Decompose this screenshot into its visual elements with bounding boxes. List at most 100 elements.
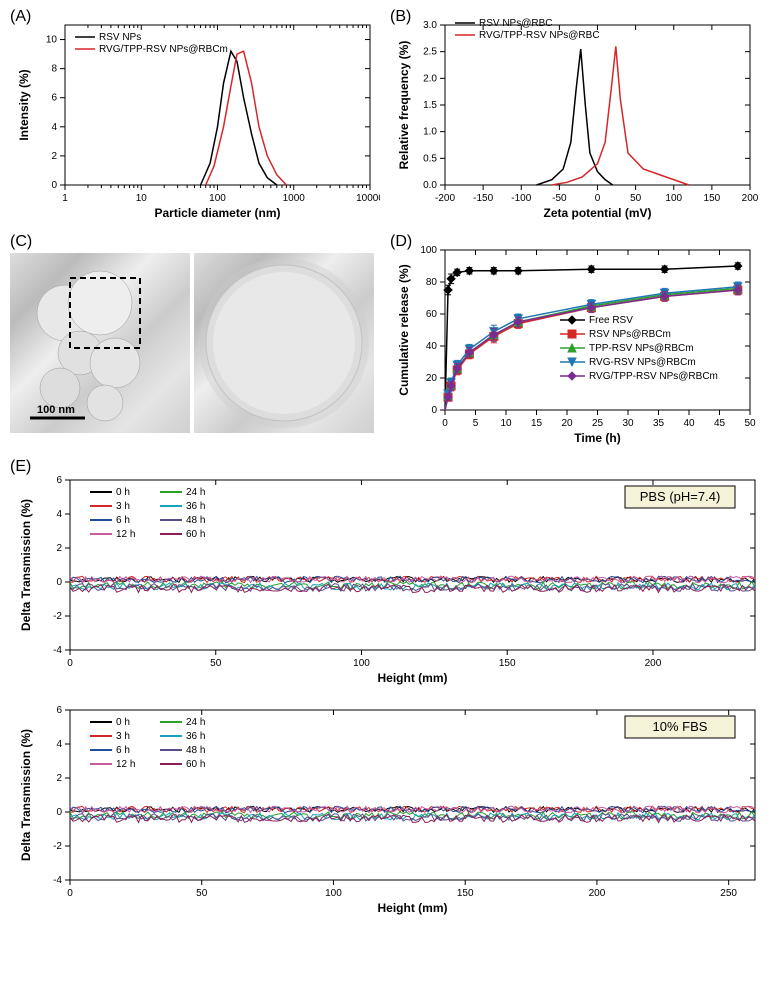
panel-c: (C) 100 nm [10,235,380,445]
svg-text:48 h: 48 h [186,515,205,526]
svg-text:0: 0 [56,807,62,818]
svg-text:1.0: 1.0 [423,127,437,138]
svg-text:10: 10 [46,35,58,46]
svg-text:1: 1 [62,193,68,204]
panel-d: (D) 05101520253035404550020406080100Time… [390,235,760,445]
tem-image-zoom [194,253,374,433]
svg-text:3 h: 3 h [116,731,130,742]
svg-text:50: 50 [196,888,208,899]
svg-text:Height (mm): Height (mm) [378,671,448,685]
svg-text:PBS (pH=7.4): PBS (pH=7.4) [640,489,721,504]
svg-text:25: 25 [592,418,604,429]
panel-a: (A) 1101001000100000246810Particle diame… [10,10,380,220]
svg-text:50: 50 [210,658,222,669]
svg-text:RVG/TPP-RSV NPs@RBCm: RVG/TPP-RSV NPs@RBCm [99,44,228,55]
panel-b: (B) -200-150-100-500501001502000.00.51.0… [390,10,760,220]
svg-text:Intensity (%): Intensity (%) [17,69,31,140]
svg-text:150: 150 [704,193,721,204]
panel-d-label: (D) [390,233,412,251]
svg-text:0.0: 0.0 [423,180,437,191]
svg-text:12 h: 12 h [116,529,135,540]
svg-text:8: 8 [51,64,57,75]
svg-text:1000: 1000 [283,193,306,204]
svg-text:100: 100 [420,245,437,256]
chart-b: -200-150-100-500501001502000.00.51.01.52… [390,10,760,220]
svg-text:10: 10 [136,193,148,204]
svg-text:Delta Transmission (%): Delta Transmission (%) [19,499,33,631]
svg-text:2: 2 [51,151,57,162]
svg-text:6 h: 6 h [116,745,130,756]
svg-text:Height (mm): Height (mm) [378,901,448,915]
svg-text:RSV NPs@RBCm: RSV NPs@RBCm [589,329,671,340]
svg-text:RSV NPs: RSV NPs [99,32,141,43]
svg-text:3.0: 3.0 [423,20,437,31]
svg-text:Particle diameter (nm): Particle diameter (nm) [154,206,280,220]
svg-text:2.0: 2.0 [423,73,437,84]
svg-text:5: 5 [473,418,479,429]
svg-text:150: 150 [457,888,474,899]
panel-b-label: (B) [390,8,411,26]
svg-text:200: 200 [589,888,606,899]
svg-text:6: 6 [51,93,57,104]
chart-e1: 050100150200-4-20246Height (mm)Delta Tra… [10,460,765,690]
svg-text:200: 200 [645,658,662,669]
svg-text:3 h: 3 h [116,501,130,512]
chart-a: 1101001000100000246810Particle diameter … [10,10,380,220]
svg-text:6 h: 6 h [116,515,130,526]
svg-text:36 h: 36 h [186,731,205,742]
svg-text:60: 60 [426,309,438,320]
svg-text:-100: -100 [511,193,531,204]
svg-text:150: 150 [499,658,516,669]
svg-text:60 h: 60 h [186,759,205,770]
svg-text:-50: -50 [552,193,567,204]
svg-text:TPP-RSV NPs@RBCm: TPP-RSV NPs@RBCm [589,343,694,354]
svg-text:0 h: 0 h [116,717,130,728]
panel-a-label: (A) [10,8,31,26]
svg-text:60 h: 60 h [186,529,205,540]
chart-e2: 050100150200250-4-20246Height (mm)Delta … [10,690,765,920]
svg-text:RSV NPs@RBC: RSV NPs@RBC [479,18,553,29]
svg-text:100: 100 [353,658,370,669]
svg-text:36 h: 36 h [186,501,205,512]
svg-text:0: 0 [67,888,73,899]
svg-text:Time (h): Time (h) [574,431,620,445]
svg-text:45: 45 [714,418,726,429]
svg-text:-2: -2 [53,841,62,852]
svg-text:2: 2 [56,543,62,554]
row-2: (C) 100 nm [10,235,769,445]
svg-text:100: 100 [665,193,682,204]
svg-text:40: 40 [683,418,695,429]
svg-text:4: 4 [56,509,62,520]
svg-text:2.5: 2.5 [423,47,437,58]
svg-text:0: 0 [595,193,601,204]
svg-text:100: 100 [209,193,226,204]
svg-text:-2: -2 [53,611,62,622]
svg-text:Free RSV: Free RSV [589,315,633,326]
svg-text:Relative frequency (%): Relative frequency (%) [397,41,411,170]
svg-text:250: 250 [720,888,737,899]
svg-text:0: 0 [67,658,73,669]
panel-e: (E) 050100150200-4-20246Height (mm)Delta… [10,460,765,920]
svg-text:-200: -200 [435,193,455,204]
svg-text:35: 35 [653,418,665,429]
svg-text:10% FBS: 10% FBS [653,719,708,734]
svg-text:1.5: 1.5 [423,100,437,111]
svg-text:0: 0 [431,405,437,416]
svg-text:80: 80 [426,277,438,288]
svg-text:200: 200 [742,193,759,204]
svg-text:Cumulative release (%): Cumulative release (%) [397,264,411,395]
tem-image-overview: 100 nm [10,253,190,433]
svg-text:24 h: 24 h [186,487,205,498]
svg-text:20: 20 [561,418,573,429]
svg-text:10000: 10000 [356,193,380,204]
svg-text:0 h: 0 h [116,487,130,498]
svg-text:2: 2 [56,773,62,784]
svg-text:6: 6 [56,705,62,716]
svg-text:Zeta potential (mV): Zeta potential (mV) [543,206,651,220]
svg-text:-4: -4 [53,645,62,656]
panel-c-label: (C) [10,233,32,251]
svg-text:30: 30 [622,418,634,429]
svg-text:RVG/TPP-RSV NPs@RBCm: RVG/TPP-RSV NPs@RBCm [589,371,718,382]
svg-text:40: 40 [426,341,438,352]
row-1: (A) 1101001000100000246810Particle diame… [10,10,769,220]
